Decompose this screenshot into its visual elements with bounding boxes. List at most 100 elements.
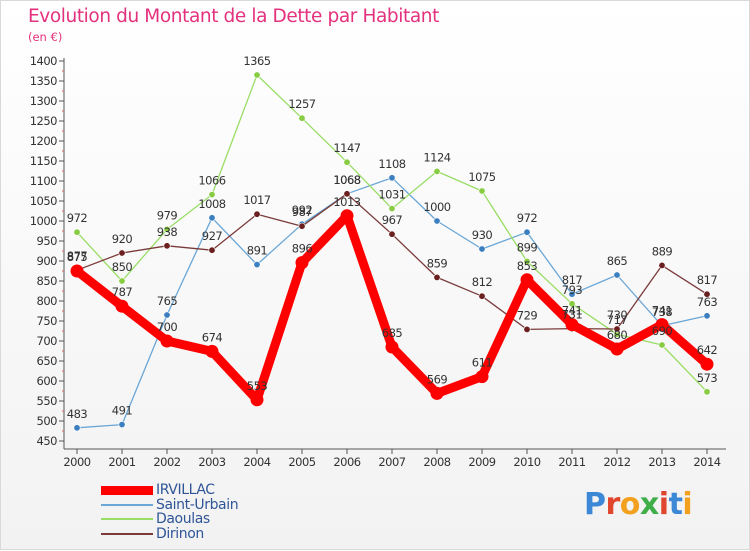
data-point <box>658 261 666 269</box>
data-point <box>208 214 216 222</box>
y-tick-label: 950 <box>37 234 58 248</box>
data-label: 927 <box>202 229 223 243</box>
data-point <box>565 318 579 332</box>
data-label: 972 <box>517 211 538 225</box>
x-tick-label: 2007 <box>378 455 405 469</box>
legend-label: Daoulas <box>156 511 210 527</box>
data-label: 738 <box>652 305 673 319</box>
data-point <box>115 299 129 313</box>
data-point <box>298 114 306 122</box>
data-label: 920 <box>112 232 133 246</box>
data-point <box>478 292 486 300</box>
data-label: 865 <box>607 254 628 268</box>
data-point <box>163 225 171 233</box>
data-point <box>655 318 669 332</box>
data-label: 731 <box>562 308 583 322</box>
data-point <box>70 264 84 278</box>
data-point <box>73 424 81 432</box>
logo-letter: P <box>584 487 606 522</box>
logo-letter: o <box>619 487 641 522</box>
data-point <box>163 311 171 319</box>
data-point <box>703 312 711 320</box>
data-point <box>388 205 396 213</box>
data-label: 979 <box>157 208 178 222</box>
logo-letter: i <box>658 487 669 522</box>
data-label: 1000 <box>423 200 450 214</box>
data-point <box>613 325 621 333</box>
data-point <box>253 261 261 269</box>
y-tick-label: 1150 <box>30 154 57 168</box>
legend-swatch <box>101 518 153 520</box>
series-daoulas <box>73 71 711 396</box>
y-tick-label: 800 <box>37 294 58 308</box>
data-point <box>343 158 351 166</box>
data-point <box>658 341 666 349</box>
data-point <box>208 246 216 254</box>
data-label: 1017 <box>243 193 270 207</box>
data-label: 1108 <box>378 157 405 171</box>
data-label: 690 <box>652 324 673 338</box>
data-point <box>205 344 219 358</box>
data-label: 1008 <box>198 197 225 211</box>
data-label: 1068 <box>333 173 360 187</box>
proxiti-logo: Proxiti <box>584 487 693 522</box>
data-point <box>700 357 714 371</box>
y-tick-label: 650 <box>37 354 58 368</box>
data-label: 859 <box>427 256 448 270</box>
data-point <box>298 222 306 230</box>
data-point <box>523 257 531 265</box>
data-label: 741 <box>562 304 583 318</box>
data-point <box>118 249 126 257</box>
data-point <box>118 421 126 429</box>
legend-label: IRVILLAC <box>156 482 215 498</box>
data-label: 1068 <box>333 173 360 187</box>
data-label: 741 <box>652 304 673 318</box>
data-point <box>433 167 441 175</box>
data-point <box>433 217 441 225</box>
data-label: 611 <box>472 356 493 370</box>
y-tick-label: 1350 <box>30 74 57 88</box>
data-label: 817 <box>562 273 583 287</box>
data-label: 987 <box>292 205 313 219</box>
chart-title: Evolution du Montant de la Dette par Hab… <box>28 6 439 27</box>
data-label: 573 <box>697 371 718 385</box>
y-tick-label: 500 <box>37 414 58 428</box>
data-point <box>118 277 126 285</box>
data-point <box>253 71 261 79</box>
chart-unit: (en €) <box>28 30 63 44</box>
data-label: 483 <box>67 407 88 421</box>
data-point <box>73 228 81 236</box>
y-tick-label: 1000 <box>30 214 57 228</box>
data-point <box>385 340 399 354</box>
data-label: 491 <box>112 404 133 418</box>
data-point <box>430 386 444 400</box>
data-point <box>208 191 216 199</box>
y-tick-label: 850 <box>37 274 58 288</box>
series-irvillac <box>70 209 714 407</box>
logo-letter: t <box>668 487 683 522</box>
data-point <box>250 393 264 407</box>
data-label: 891 <box>247 244 268 258</box>
data-point <box>520 273 534 287</box>
data-label: 817 <box>697 273 718 287</box>
x-tick-label: 2005 <box>288 455 315 469</box>
data-point <box>160 334 174 348</box>
x-tick-label: 2010 <box>513 455 540 469</box>
legend-label: Dirinon <box>156 525 204 542</box>
data-label: 1066 <box>198 174 225 188</box>
x-tick-label: 2002 <box>153 455 180 469</box>
data-label: 765 <box>157 294 178 308</box>
data-point <box>703 388 711 396</box>
data-point <box>523 228 531 236</box>
x-tick-label: 2012 <box>603 455 630 469</box>
data-label: 685 <box>382 326 403 340</box>
x-tick-label: 2013 <box>648 455 675 469</box>
data-label: 992 <box>292 203 313 217</box>
data-point <box>478 187 486 195</box>
data-label: 812 <box>472 275 493 289</box>
y-tick-label: 1250 <box>30 114 57 128</box>
y-tick-label: 600 <box>37 374 58 388</box>
x-tick-label: 2004 <box>243 455 270 469</box>
